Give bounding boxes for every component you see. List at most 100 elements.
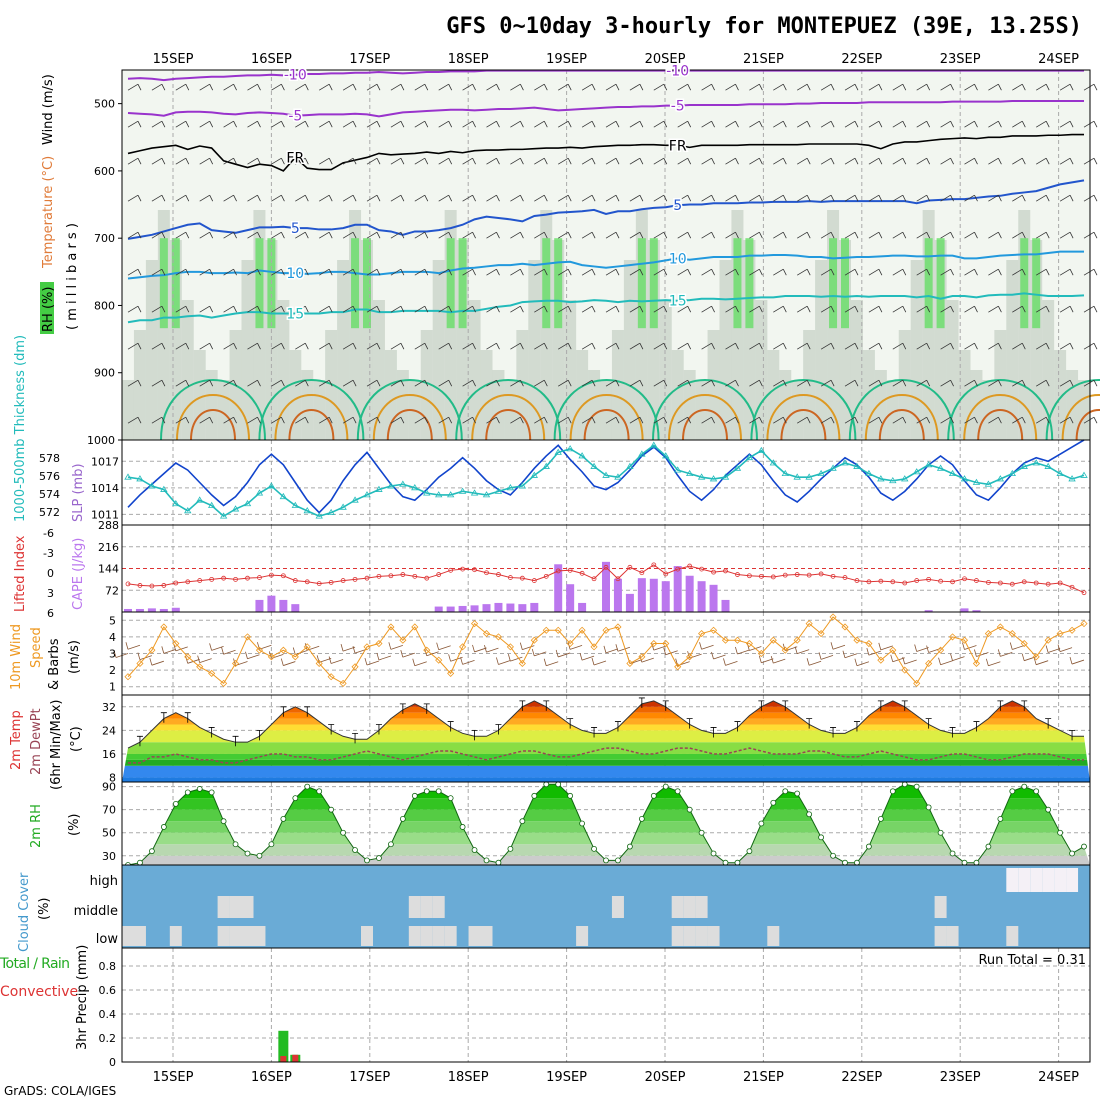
- wind-barb-10m: [1046, 645, 1060, 652]
- rh-point: [496, 860, 501, 865]
- temp-band: [122, 695, 1090, 707]
- rh-point: [197, 786, 202, 791]
- rh-point: [783, 789, 788, 794]
- rh-shade: [947, 300, 959, 440]
- ylabel-rh2m: 2m RH: [29, 804, 44, 848]
- cloud-low-bar: [230, 926, 242, 946]
- rh-shade-high: [160, 238, 168, 328]
- ylabel-cloud: Cloud Cover: [17, 872, 32, 952]
- rh-shade-high: [733, 238, 741, 328]
- wind-barb-10m: [544, 659, 558, 666]
- rh-point: [376, 856, 381, 861]
- cape-bar: [614, 579, 622, 612]
- rh-point: [580, 821, 585, 826]
- wind-barb-10m: [604, 646, 618, 653]
- ytick-label-precip: 0: [109, 1056, 116, 1069]
- wind-barb-10m: [1010, 642, 1024, 649]
- ytick-label-lifted: 0: [47, 567, 54, 580]
- rh-point: [615, 858, 620, 863]
- rh-point: [161, 824, 166, 829]
- chart-title: GFS 0~10day 3-hourly for MONTEPUEZ (39E,…: [446, 14, 1082, 39]
- rh-point: [1010, 789, 1015, 794]
- rh-point: [209, 790, 214, 795]
- ytick-label-thickness: 574: [39, 488, 60, 501]
- rh-shade-high: [937, 238, 945, 328]
- cape-bar: [172, 608, 180, 612]
- ylabel-total-rain: Total / Rain: [0, 956, 70, 972]
- wind-barb-10m: [234, 658, 248, 665]
- wind-barb-10m: [413, 659, 427, 666]
- rh-shade: [337, 260, 349, 440]
- rh-point: [902, 782, 907, 787]
- temp-contour-label--5: -5: [288, 109, 302, 125]
- date-label-bottom: 24SEP: [1038, 1070, 1079, 1085]
- rh-point: [173, 801, 178, 806]
- rh-point: [281, 816, 286, 821]
- cape-bar: [530, 603, 538, 612]
- date-label-top: 19SEP: [546, 52, 587, 67]
- rh-point: [365, 858, 370, 863]
- ylabel-temp2m: 2m Temp: [9, 710, 24, 770]
- temp-band: [122, 713, 1090, 719]
- wind-barb-10m: [986, 659, 1000, 666]
- ytick-label-cape: 144: [98, 563, 119, 576]
- wind-barb-10m: [592, 658, 606, 665]
- rh-point: [544, 782, 549, 787]
- rh-shade: [982, 380, 994, 440]
- temp-contour-label-10: 10: [286, 266, 304, 282]
- wind-barb-10m: [126, 642, 140, 649]
- wind-barb-10m: [951, 654, 965, 661]
- ylabel-speed: Speed: [29, 627, 44, 668]
- rh-point: [986, 844, 991, 849]
- rh-point: [819, 835, 824, 840]
- rh-point: [747, 849, 752, 854]
- temp-contour-label-FR: FR: [669, 138, 687, 154]
- rh-shade-high: [829, 238, 837, 328]
- rh-point: [735, 860, 740, 865]
- wind-barb-10m: [496, 657, 510, 664]
- ylabel-cape: CAPE (J/kg): [71, 538, 86, 610]
- cloud-middle-bar: [409, 896, 421, 918]
- wind-barb-10m: [616, 644, 630, 651]
- wind-barb-10m: [341, 644, 355, 651]
- rh-point: [1070, 851, 1075, 856]
- rh-shade-high: [925, 238, 933, 328]
- thickness-point: [125, 474, 131, 479]
- rh-point: [914, 784, 919, 789]
- wind-barb-10m: [831, 642, 845, 649]
- cloud-middle-bar: [612, 896, 624, 918]
- ytick-label-rh: 70: [102, 804, 116, 817]
- rh-shade-high: [351, 238, 359, 328]
- wind-barb-10m: [1070, 657, 1084, 664]
- rh-point: [962, 860, 967, 865]
- ytick-label-upper: 500: [94, 98, 115, 111]
- wind-barb-10m: [437, 643, 451, 650]
- date-label-bottom: 19SEP: [546, 1070, 587, 1085]
- temp-band: [122, 760, 1090, 766]
- rh-shade-high: [638, 238, 646, 328]
- rh-point: [341, 830, 346, 835]
- cape-bar: [435, 607, 443, 612]
- rh-point: [269, 842, 274, 847]
- rh-point: [149, 849, 154, 854]
- rh-point: [436, 789, 441, 794]
- temp-band: [122, 719, 1090, 725]
- rh-point: [185, 790, 190, 795]
- rh-point: [568, 793, 573, 798]
- date-label-top: 16SEP: [251, 52, 292, 67]
- ytick-label-upper: 700: [94, 232, 115, 245]
- temp-contour-label-FR: FR: [286, 150, 304, 166]
- ytick-label-thickness: 576: [39, 470, 60, 483]
- ytick-label-thickness: 578: [39, 452, 60, 465]
- rh-shade: [1078, 380, 1090, 440]
- date-label-bottom: 17SEP: [349, 1070, 390, 1085]
- wind-barb-10m: [1058, 645, 1072, 652]
- rh-shade: [720, 260, 732, 440]
- rh-point: [998, 816, 1003, 821]
- credit-text: GrADS: COLA/IGES: [4, 1084, 116, 1098]
- cloud-low-bar: [433, 926, 445, 946]
- ytick-label-precip: 0.8: [99, 960, 117, 973]
- wind-barb-10m: [329, 657, 343, 664]
- cloud-low-bar: [684, 926, 696, 946]
- cloud-low-bar: [409, 926, 421, 946]
